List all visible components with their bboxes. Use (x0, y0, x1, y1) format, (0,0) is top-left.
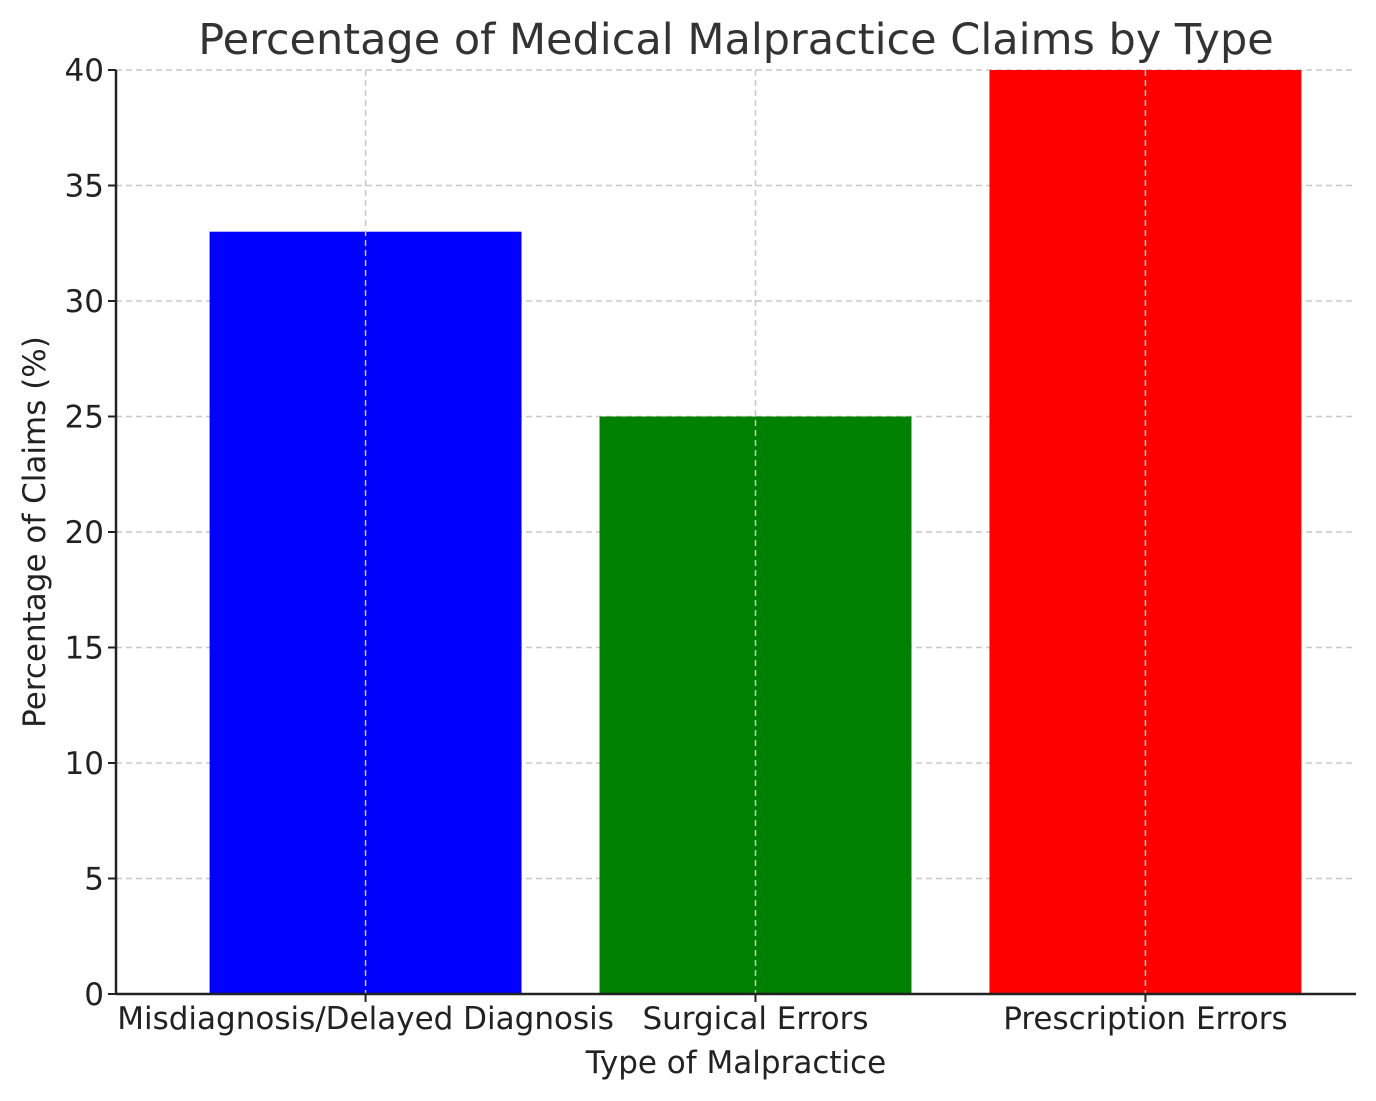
y-tick-label: 10 (65, 746, 104, 782)
y-tick-label: 40 (65, 53, 104, 89)
x-tick-label: Surgical Errors (642, 1001, 868, 1037)
x-tick-label: Misdiagnosis/Delayed Diagnosis (117, 1001, 614, 1037)
x-grid-layer (364, 70, 1147, 994)
y-tick-label: 25 (65, 400, 104, 436)
y-tick-label: 20 (65, 515, 104, 551)
y-tick-label: 5 (84, 862, 104, 898)
x-tick-label: Prescription Errors (1003, 1001, 1287, 1037)
y-axis-label: Percentage of Claims (%) (17, 336, 53, 728)
y-tick-label: 30 (65, 284, 104, 320)
y-tick-label: 35 (65, 169, 104, 205)
axis-layer (108, 69, 1356, 1002)
x-axis-label: Type of Malpractice (585, 1045, 887, 1081)
chart-title: Percentage of Medical Malpractice Claims… (198, 15, 1273, 65)
y-tick-label: 15 (65, 631, 104, 667)
y-tick-label: 0 (84, 977, 104, 1013)
tick-label-layer: 0 5 10 15 20 25 30 35 40 Misdiagnosis/Delayed Dia… (65, 53, 1288, 1037)
